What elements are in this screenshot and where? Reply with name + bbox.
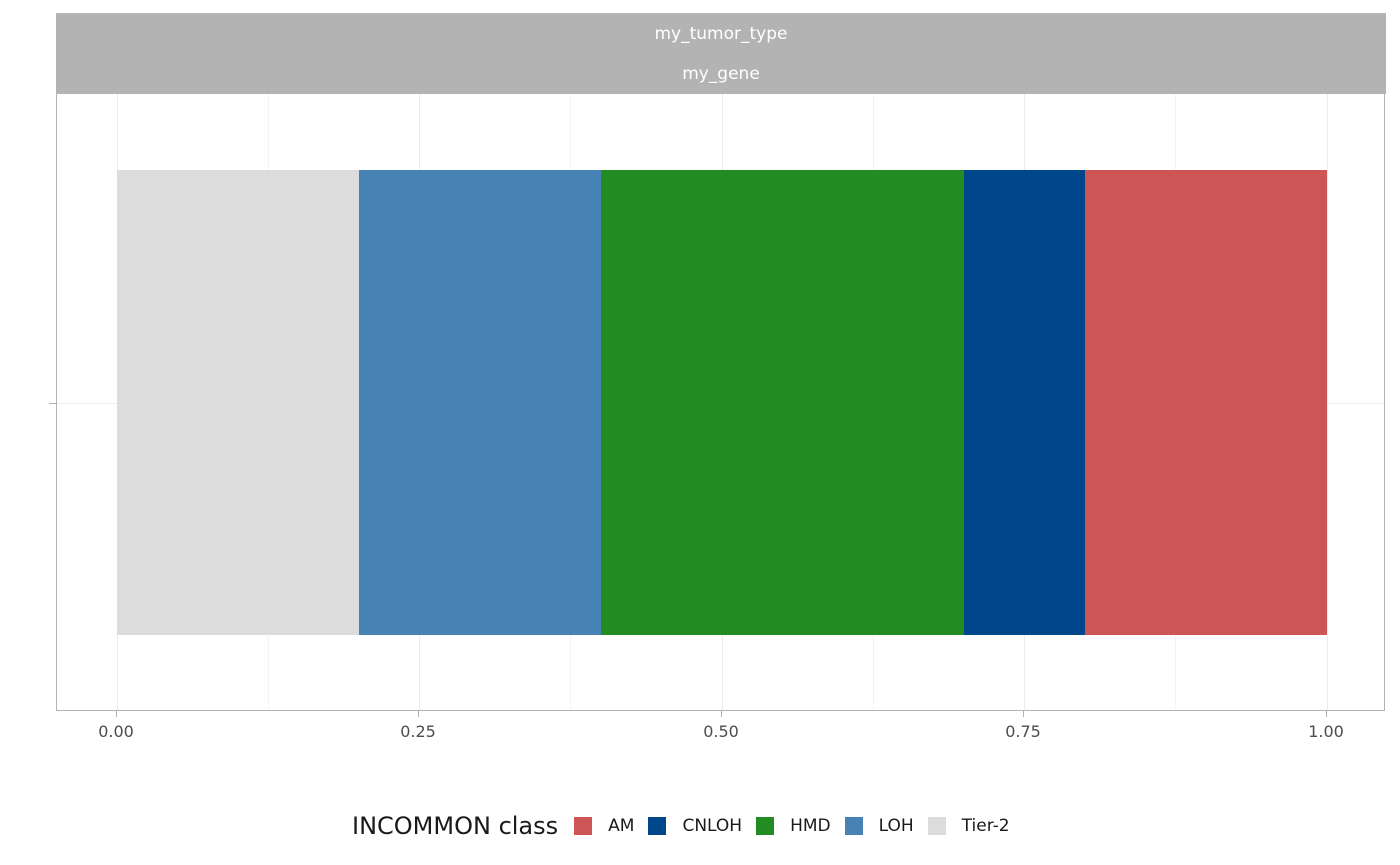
legend-key-am	[574, 817, 593, 835]
x-axis-label-1: 0.25	[400, 722, 436, 741]
x-axis-tick-2	[721, 711, 722, 717]
x-axis-label-0: 0.00	[98, 722, 134, 741]
legend-item-am: AM	[574, 816, 634, 836]
legend-label-loh: LOH	[878, 816, 914, 836]
bar-segment-loh	[359, 170, 601, 635]
legend-item-hmd: HMD	[756, 816, 831, 836]
x-axis-tick-0	[116, 711, 117, 717]
legend-label-am: AM	[608, 816, 635, 836]
legend-title: INCOMMON class	[352, 812, 559, 840]
legend-item-cnloh: CNLOH	[648, 816, 742, 836]
facet-strip-gene-label: my_gene	[682, 64, 760, 84]
grid-major-100	[1327, 94, 1328, 710]
legend-item-loh: LOH	[844, 816, 914, 836]
x-axis-tick-1	[418, 711, 419, 717]
legend-key-loh	[844, 817, 863, 835]
legend: INCOMMON class AM CNLOH HMD LOH Tier-2	[352, 808, 1024, 844]
legend-label-tier-2: Tier-2	[961, 816, 1010, 836]
bar-segment-am	[1085, 170, 1327, 635]
x-axis-label-3: 0.75	[1005, 722, 1041, 741]
bar-segment-hmd	[601, 170, 964, 635]
facet-strip-gene: my_gene	[56, 54, 1386, 94]
legend-label-cnloh: CNLOH	[682, 816, 743, 836]
facet-strip-tumor-type: my_tumor_type	[56, 13, 1386, 54]
facet-strip-tumor-type-label: my_tumor_type	[654, 24, 788, 44]
legend-key-tier-2	[927, 817, 946, 835]
x-axis-tick-4	[1326, 711, 1327, 717]
legend-key-hmd	[756, 817, 775, 835]
legend-key-cnloh	[648, 817, 667, 835]
x-axis-tick-3	[1023, 711, 1024, 717]
bar-segment-cnloh	[964, 170, 1085, 635]
y-axis-tick	[49, 403, 56, 404]
plot-panel	[56, 94, 1385, 711]
legend-item-tier-2: Tier-2	[927, 816, 1010, 836]
x-axis-label-2: 0.50	[703, 722, 739, 741]
bar-segment-tier-2	[117, 170, 359, 635]
legend-label-hmd: HMD	[790, 816, 831, 836]
x-axis-label-4: 1.00	[1308, 722, 1344, 741]
